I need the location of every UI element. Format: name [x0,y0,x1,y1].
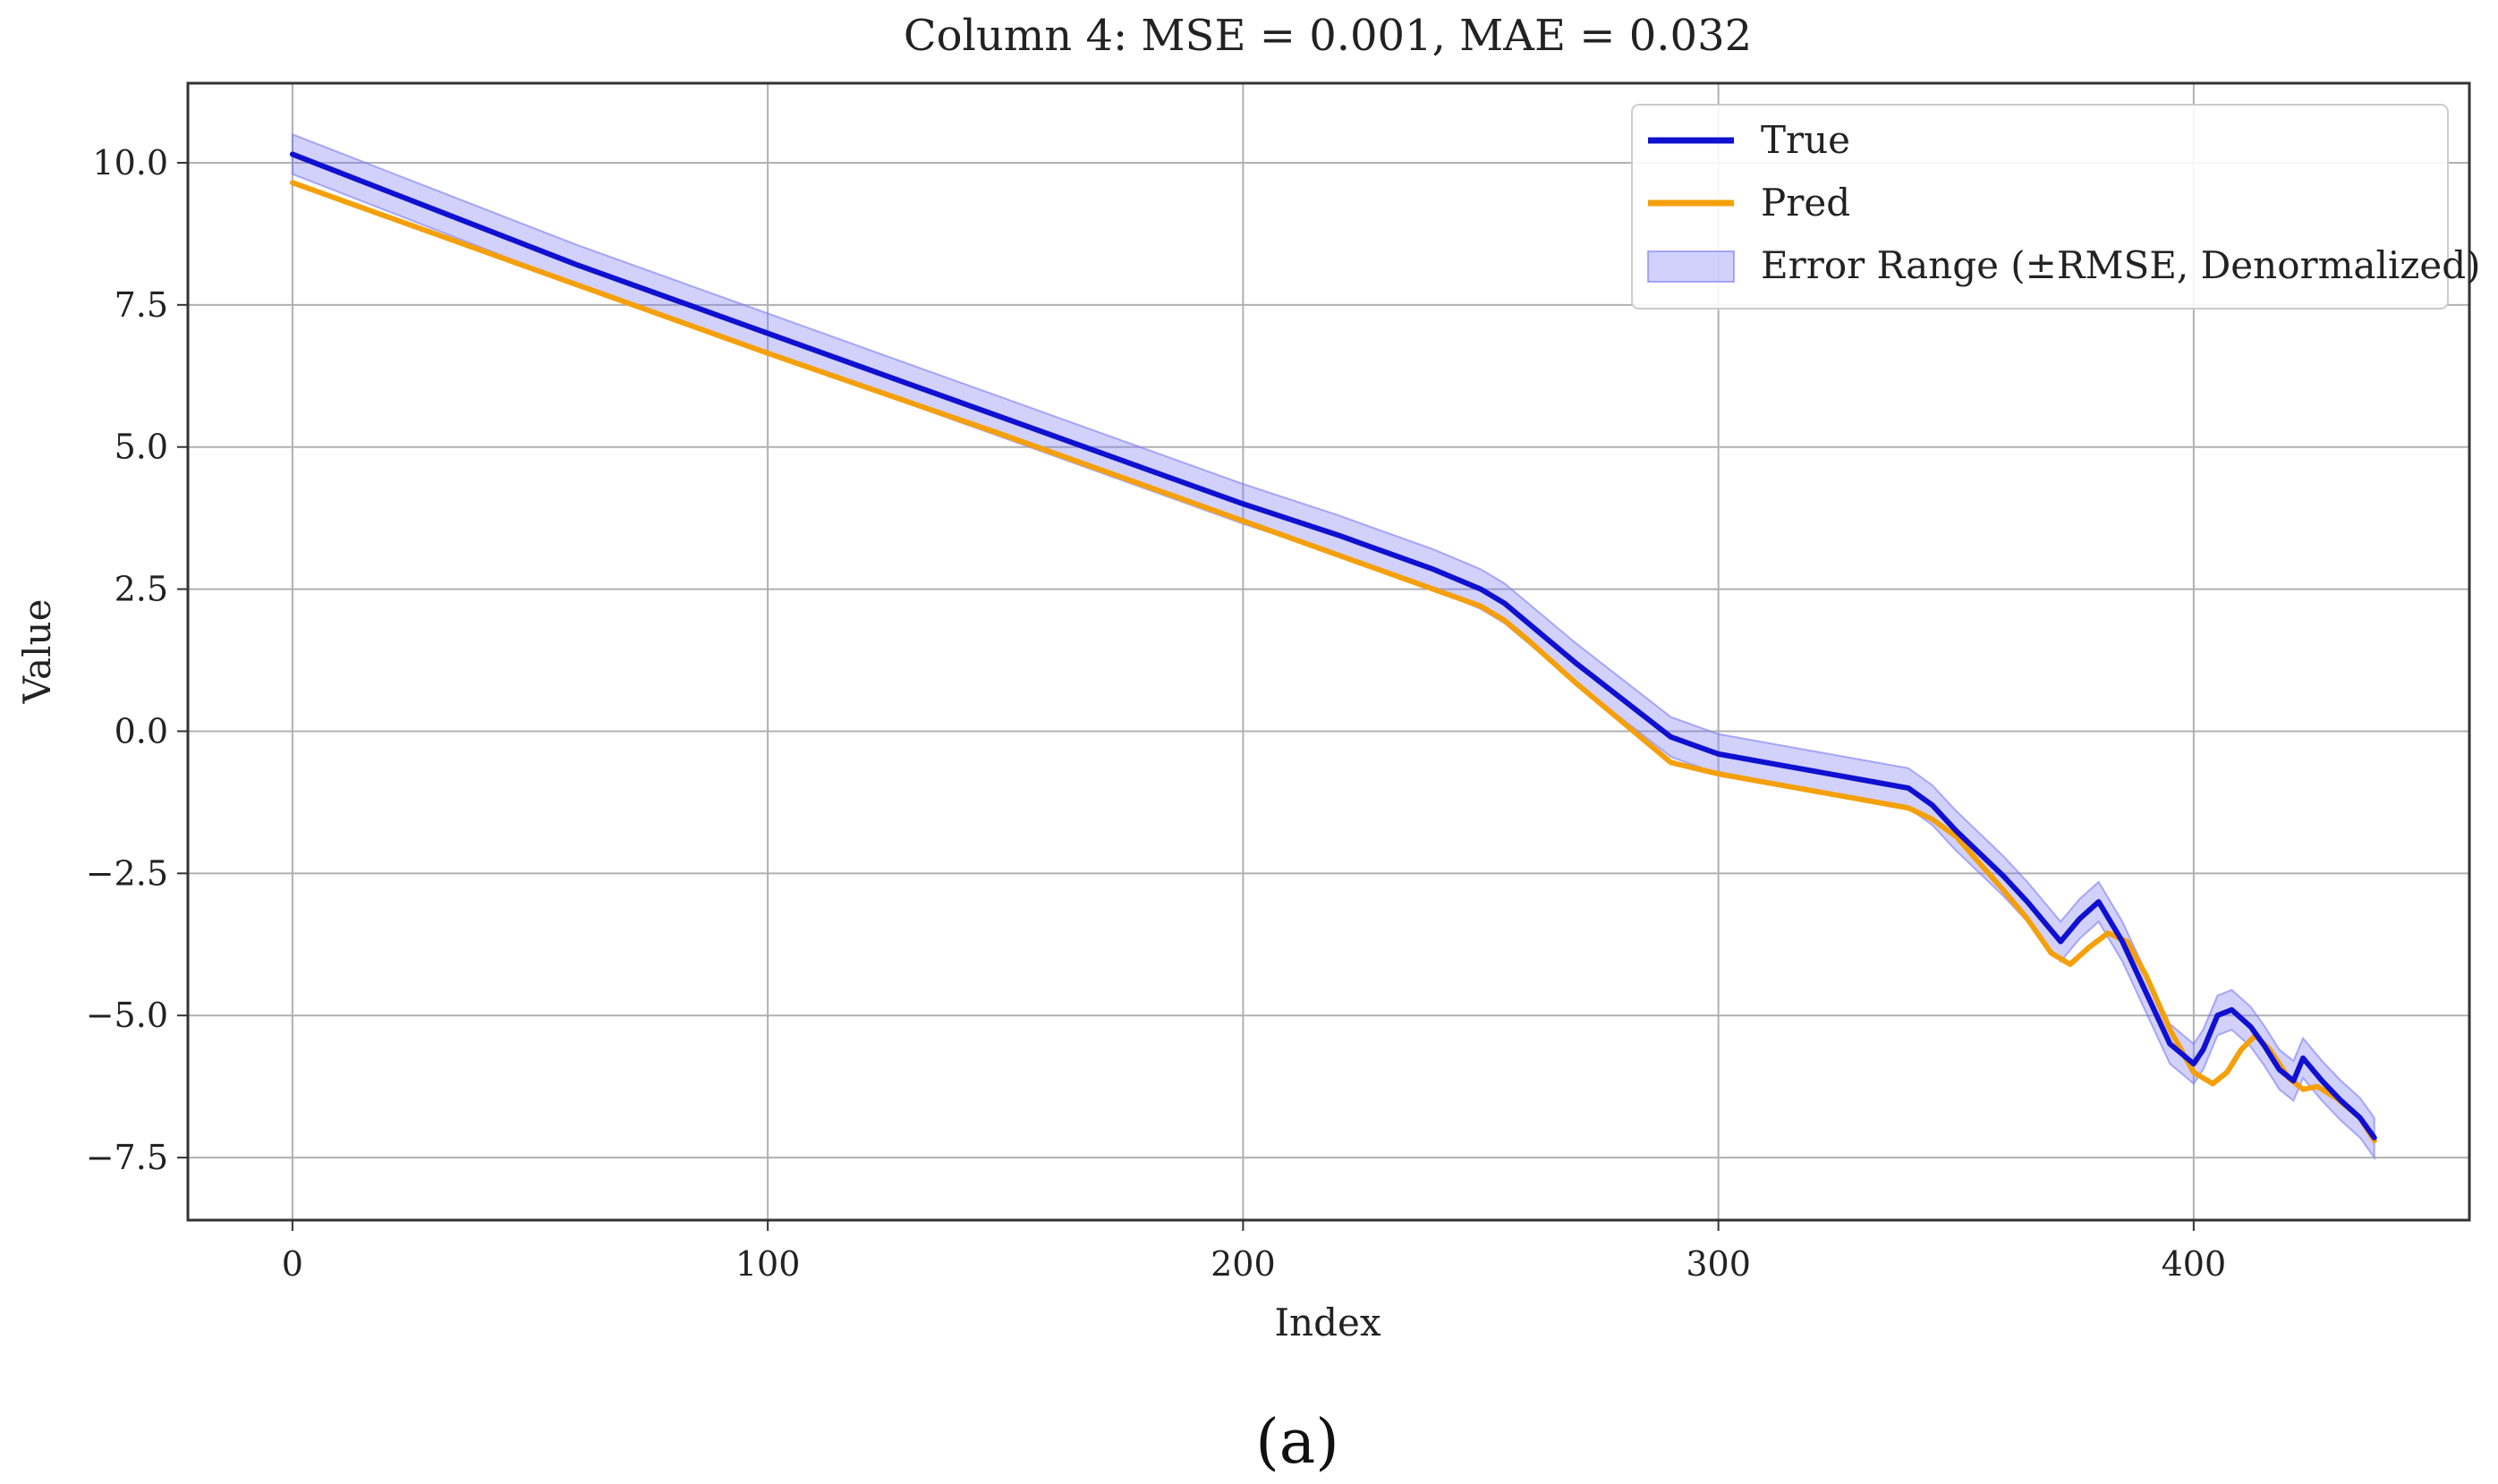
x-tick-label: 200 [1211,1244,1276,1284]
y-tick-label: −7.5 [86,1138,168,1177]
x-axis-label: Index [1274,1301,1381,1344]
x-tick-label: 100 [735,1244,801,1284]
y-tick-label: 0.0 [115,711,168,750]
y-tick-label: 5.0 [115,428,168,467]
x-tick-label: 0 [282,1244,303,1284]
y-tick-label: 2.5 [115,570,168,609]
legend-true-label: True [1761,118,1850,162]
figure-caption: (a) [1255,1407,1339,1478]
x-axis-ticks: 0 100 200 300 400 [282,1220,2226,1284]
y-tick-label: −2.5 [86,853,168,893]
legend-pred-label: Pred [1761,181,1850,225]
legend-band-swatch [1647,250,1735,283]
y-tick-label: 10.0 [92,143,168,182]
x-tick-label: 400 [2162,1244,2227,1284]
y-tick-label: −5.0 [86,996,168,1035]
grid [188,83,2469,1220]
plot-frame [186,81,2471,1222]
y-axis-ticks: 10.0 7.5 5.0 2.5 0.0 −2.5 −5.0 −7.5 [86,143,188,1177]
x-tick-label: 300 [1686,1244,1751,1284]
legend: True Pred Error Range (±RMSE, Denormaliz… [1631,104,2481,310]
legend-band-label: Error Range (±RMSE, Denormalized) [1761,243,2481,287]
series-line-true [289,151,2377,1141]
series-layer [289,151,2377,1144]
legend-box [1631,104,2449,310]
y-axis-label: Value [15,599,59,705]
y-tick-label: 7.5 [115,285,168,325]
chart-title: Column 4: MSE = 0.001, MAE = 0.032 [904,11,1752,61]
series-line-pred [289,180,2377,1144]
